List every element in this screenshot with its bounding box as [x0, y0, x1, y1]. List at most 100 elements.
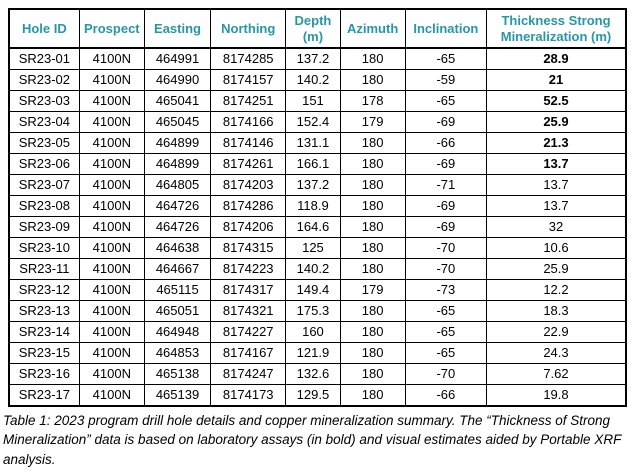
cell-prospect: 4100N: [78, 47, 145, 71]
table-row: SR23-17 4100N 465139 8174173 129.5 180 -66 19.8: [8, 384, 627, 407]
cell-azimuth: 180: [339, 216, 406, 239]
cell-thickness: 7.62: [485, 363, 627, 386]
drill-hole-table: Hole ID Prospect Easting Northing Depth …: [8, 8, 627, 408]
cell-depth: 152.4: [285, 111, 341, 134]
cell-azimuth: 180: [339, 321, 406, 344]
cell-thickness: 28.9: [485, 47, 627, 71]
cell-azimuth: 180: [339, 174, 406, 197]
cell-depth: 149.4: [285, 279, 341, 302]
cell-inclination: -70: [404, 363, 487, 386]
cell-hole-id: SR23-14: [8, 321, 80, 344]
cell-inclination: -69: [404, 216, 487, 239]
cell-northing: 8174285: [210, 47, 287, 71]
cell-easting: 465041: [143, 90, 212, 113]
cell-northing: 8174206: [210, 216, 287, 239]
cell-hole-id: SR23-05: [8, 132, 80, 155]
cell-depth: 175.3: [285, 300, 341, 323]
cell-easting: 464948: [143, 321, 212, 344]
table-row: SR23-16 4100N 465138 8174247 132.6 180 -70 7.62: [8, 363, 627, 386]
cell-azimuth: 179: [339, 111, 406, 134]
cell-thickness: 22.9: [485, 321, 627, 344]
cell-thickness: 18.3: [485, 300, 627, 323]
column-header-thickness: Thickness Strong Mineralization (m): [485, 8, 627, 50]
cell-depth: 151: [285, 90, 341, 113]
cell-hole-id: SR23-10: [8, 237, 80, 260]
column-header-inclination: Inclination: [404, 8, 487, 50]
cell-prospect: 4100N: [78, 174, 145, 197]
cell-easting: 464667: [143, 258, 212, 281]
cell-northing: 8174247: [210, 363, 287, 386]
cell-inclination: -71: [404, 174, 487, 197]
table-row: SR23-14 4100N 464948 8174227 160 180 -65 22.9: [8, 321, 627, 344]
cell-prospect: 4100N: [78, 279, 145, 302]
cell-prospect: 4100N: [78, 363, 145, 386]
cell-hole-id: SR23-01: [8, 47, 80, 71]
cell-northing: 8174173: [210, 384, 287, 407]
cell-easting: 464990: [143, 69, 212, 92]
cell-prospect: 4100N: [78, 195, 145, 218]
cell-thickness: 52.5: [485, 90, 627, 113]
cell-depth: 131.1: [285, 132, 341, 155]
cell-azimuth: 180: [339, 384, 406, 407]
cell-prospect: 4100N: [78, 153, 145, 176]
cell-hole-id: SR23-09: [8, 216, 80, 239]
cell-northing: 8174321: [210, 300, 287, 323]
cell-northing: 8174223: [210, 258, 287, 281]
cell-easting: 464853: [143, 342, 212, 365]
cell-thickness: 19.8: [485, 384, 627, 407]
cell-azimuth: 180: [339, 342, 406, 365]
cell-hole-id: SR23-04: [8, 111, 80, 134]
table-row: SR23-06 4100N 464899 8174261 166.1 180 -69 13.7: [8, 153, 627, 176]
table-row: SR23-08 4100N 464726 8174286 118.9 180 -69 13.7: [8, 195, 627, 218]
column-header-prospect: Prospect: [78, 8, 145, 50]
cell-easting: 465138: [143, 363, 212, 386]
cell-inclination: -59: [404, 69, 487, 92]
cell-depth: 132.6: [285, 363, 341, 386]
cell-thickness: 21.3: [485, 132, 627, 155]
cell-depth: 160: [285, 321, 341, 344]
cell-hole-id: SR23-15: [8, 342, 80, 365]
cell-thickness: 25.9: [485, 111, 627, 134]
column-header-depth: Depth (m): [285, 8, 341, 50]
cell-inclination: -65: [404, 47, 487, 71]
table-caption: Table 1: 2023 program drill hole details…: [3, 413, 622, 467]
cell-azimuth: 180: [339, 300, 406, 323]
cell-prospect: 4100N: [78, 258, 145, 281]
cell-inclination: -65: [404, 342, 487, 365]
cell-northing: 8174317: [210, 279, 287, 302]
cell-depth: 137.2: [285, 174, 341, 197]
cell-easting: 464899: [143, 132, 212, 155]
cell-prospect: 4100N: [78, 90, 145, 113]
cell-azimuth: 180: [339, 69, 406, 92]
cell-depth: 140.2: [285, 69, 341, 92]
table-row: SR23-10 4100N 464638 8174315 125 180 -70 10.6: [8, 237, 627, 260]
cell-depth: 129.5: [285, 384, 341, 407]
cell-depth: 166.1: [285, 153, 341, 176]
table-row: SR23-04 4100N 465045 8174166 152.4 179 -69 25.9: [8, 111, 627, 134]
cell-depth: 140.2: [285, 258, 341, 281]
cell-inclination: -65: [404, 90, 487, 113]
cell-thickness: 13.7: [485, 174, 627, 197]
cell-thickness: 32: [485, 216, 627, 239]
column-header-azimuth: Azimuth: [339, 8, 406, 50]
table-header-row: Hole ID Prospect Easting Northing Depth …: [8, 8, 627, 50]
cell-inclination: -66: [404, 384, 487, 407]
cell-prospect: 4100N: [78, 321, 145, 344]
cell-prospect: 4100N: [78, 237, 145, 260]
column-header-hole-id: Hole ID: [8, 8, 80, 50]
table-row: SR23-02 4100N 464990 8174157 140.2 180 -59 21: [8, 69, 627, 92]
cell-thickness: 13.7: [485, 153, 627, 176]
table-row: SR23-11 4100N 464667 8174223 140.2 180 -70 25.9: [8, 258, 627, 281]
cell-hole-id: SR23-03: [8, 90, 80, 113]
cell-prospect: 4100N: [78, 216, 145, 239]
cell-northing: 8174167: [210, 342, 287, 365]
cell-hole-id: SR23-16: [8, 363, 80, 386]
cell-inclination: -69: [404, 153, 487, 176]
cell-inclination: -65: [404, 300, 487, 323]
cell-prospect: 4100N: [78, 300, 145, 323]
cell-prospect: 4100N: [78, 384, 145, 407]
cell-azimuth: 180: [339, 47, 406, 71]
table-body: SR23-01 4100N 464991 8174285 137.2 180 -65 28.9…: [8, 47, 627, 407]
cell-hole-id: SR23-11: [8, 258, 80, 281]
